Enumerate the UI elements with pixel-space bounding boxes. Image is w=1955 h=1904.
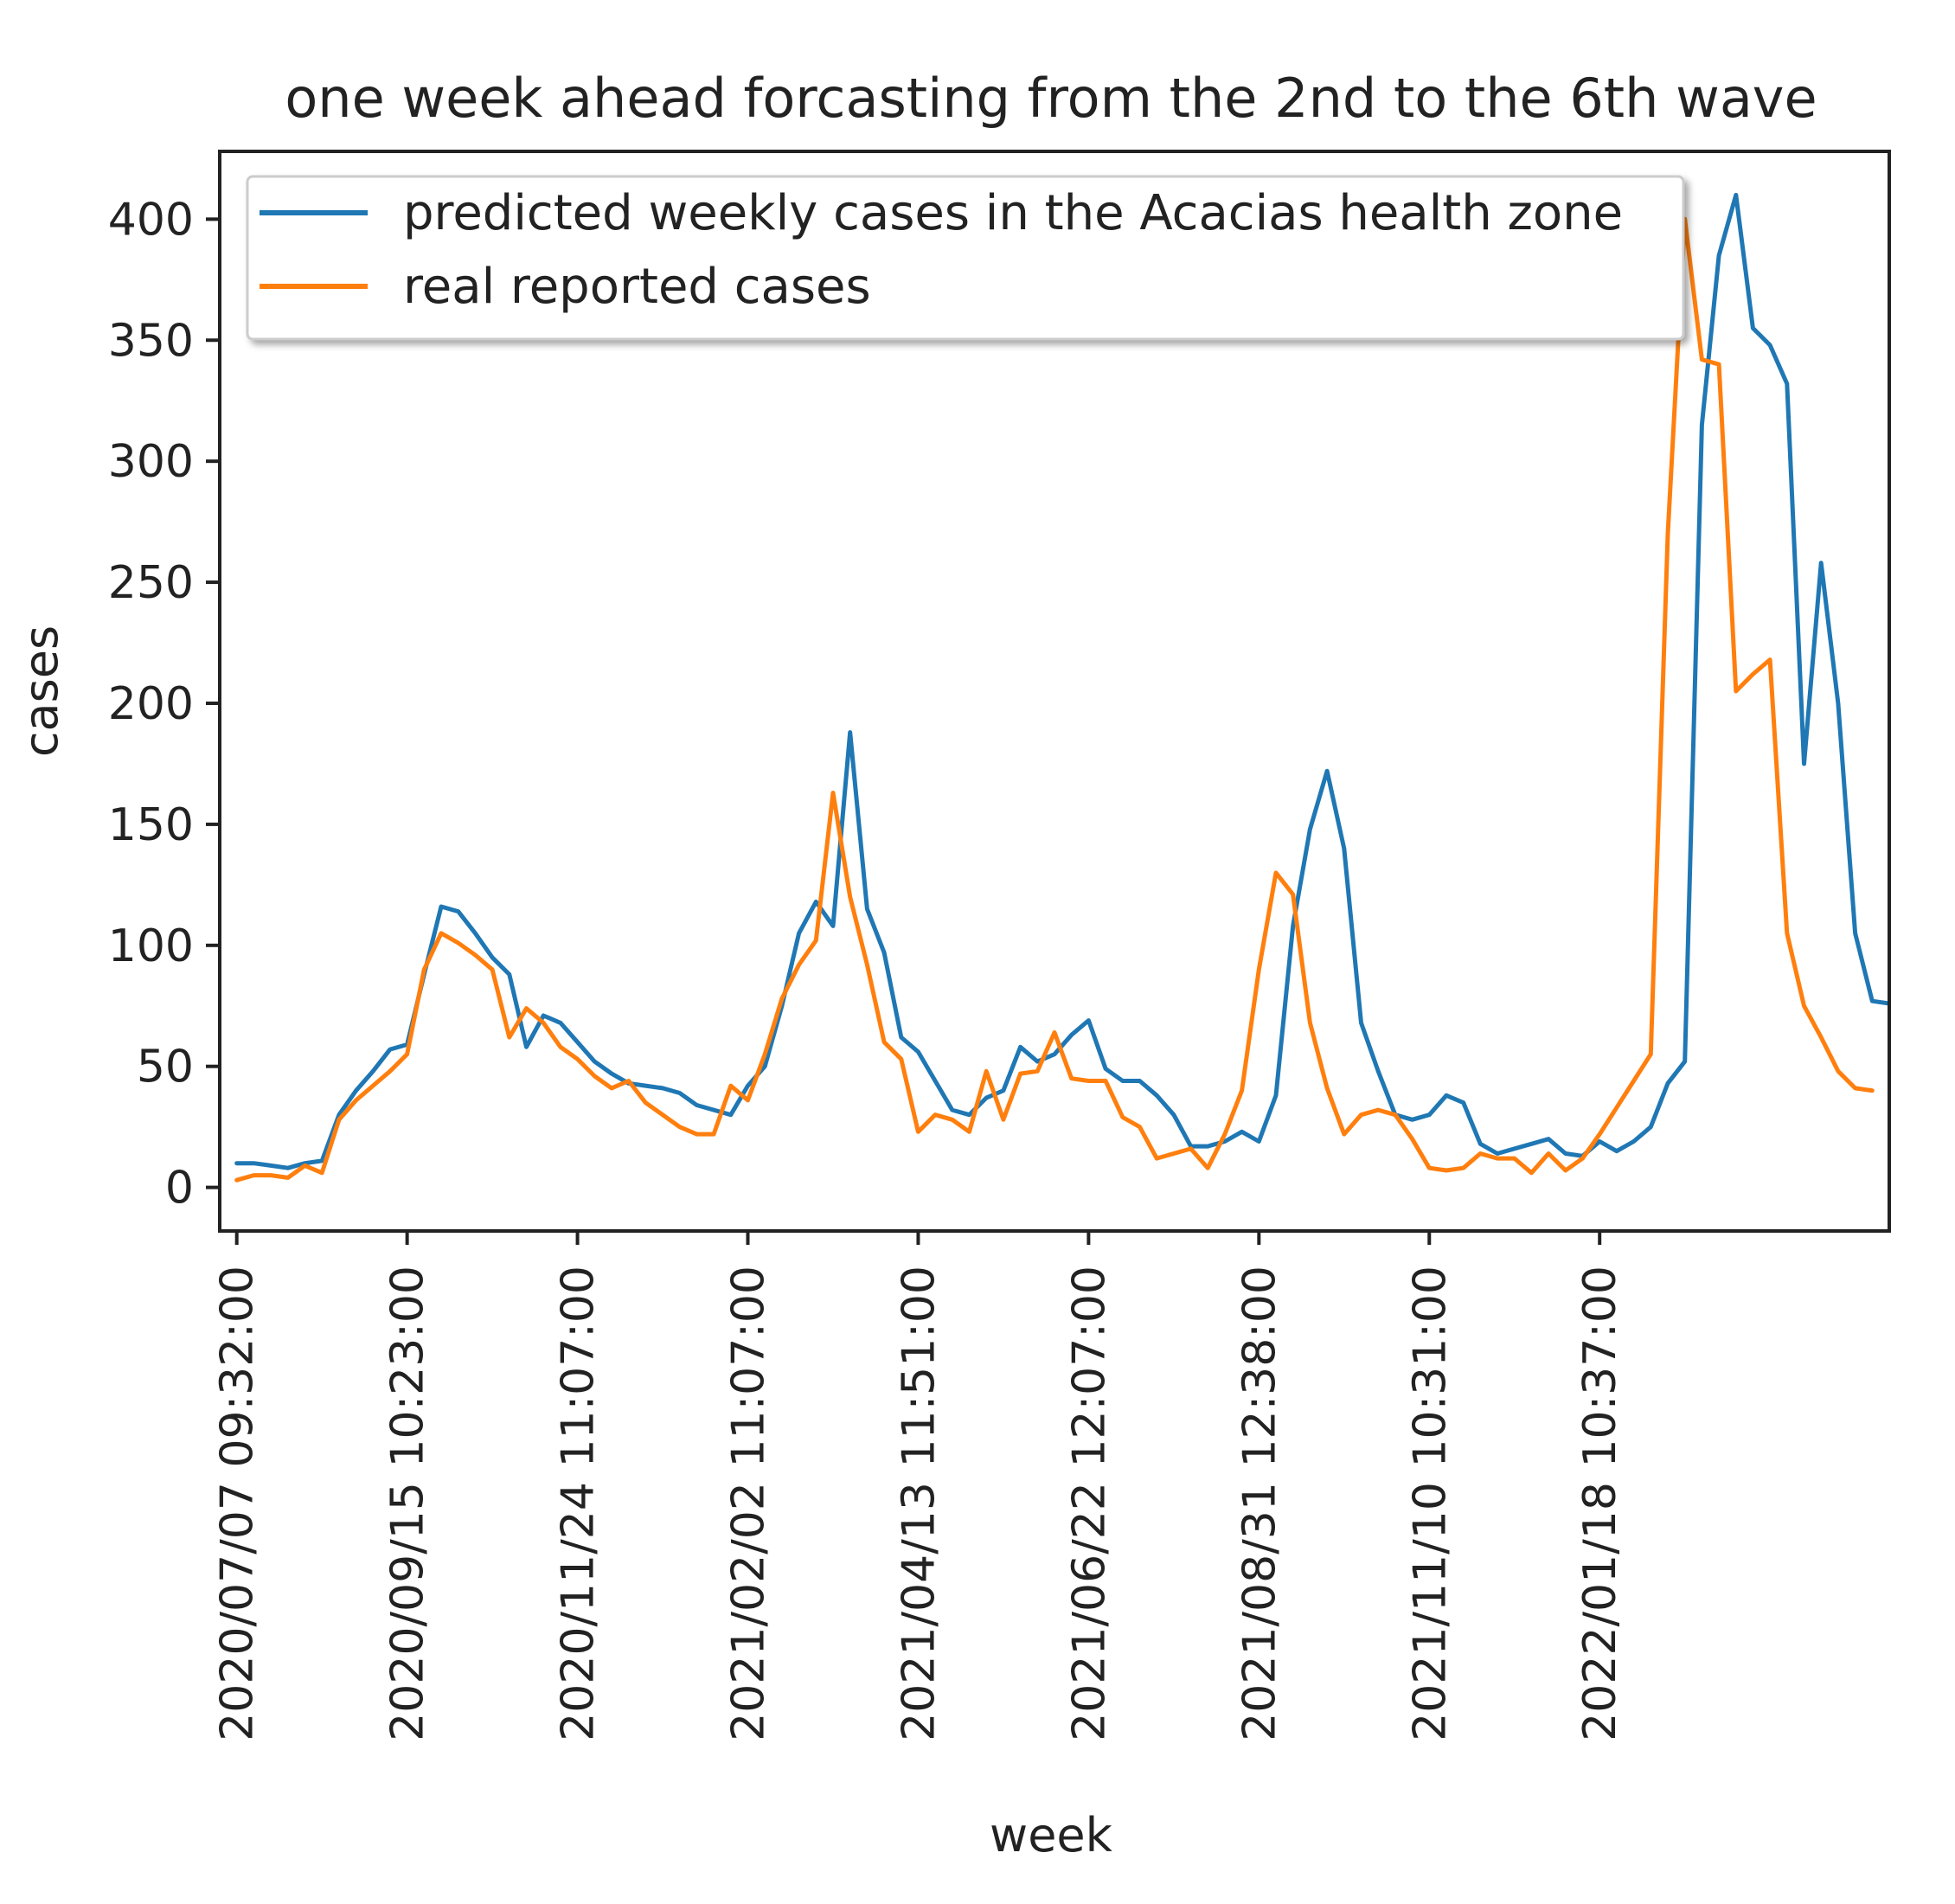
x-tick-label: 2021/06/22 12:07:00	[1063, 1266, 1115, 1741]
legend-label-real: real reported cases	[403, 259, 871, 315]
y-tick-label: 50	[137, 1042, 194, 1093]
chart-title: one week ahead forcasting from the 2nd t…	[285, 67, 1817, 130]
series-line-predicted	[234, 192, 1889, 1170]
y-tick-label: 350	[108, 315, 194, 367]
y-tick-label: 400	[108, 194, 194, 246]
y-tick-label: 200	[108, 678, 194, 730]
legend-box	[246, 175, 1685, 341]
x-tick-label: 2022/01/18 10:37:00	[1574, 1266, 1626, 1741]
y-tick-label: 0	[165, 1163, 194, 1215]
y-axis-label: cases	[14, 625, 68, 757]
x-tick-label: 2021/02/02 11:07:00	[723, 1266, 775, 1741]
series-line-real	[234, 216, 1875, 1183]
x-tick-label: 2021/11/10 10:31:00	[1404, 1266, 1456, 1741]
y-tick-label: 100	[108, 920, 194, 972]
x-tick-label: 2020/09/15 10:23:00	[382, 1266, 434, 1741]
x-tick-label: 2021/08/31 12:38:00	[1234, 1266, 1285, 1741]
x-axis-label: week	[990, 1808, 1113, 1862]
x-tick-label: 2021/04/13 11:51:00	[893, 1266, 945, 1741]
plot-area-frame	[218, 150, 1891, 1233]
y-tick-label: 150	[108, 799, 194, 851]
x-tick-label: 2020/11/24 11:07:00	[553, 1266, 605, 1741]
legend-label-predicted: predicted weekly cases in the Acacias he…	[403, 185, 1623, 241]
y-tick-label: 300	[108, 436, 194, 488]
y-tick-label: 250	[108, 557, 194, 609]
legend: predicted weekly cases in the Acacias he…	[246, 175, 1685, 341]
x-tick-label: 2020/07/07 09:32:00	[212, 1266, 264, 1741]
